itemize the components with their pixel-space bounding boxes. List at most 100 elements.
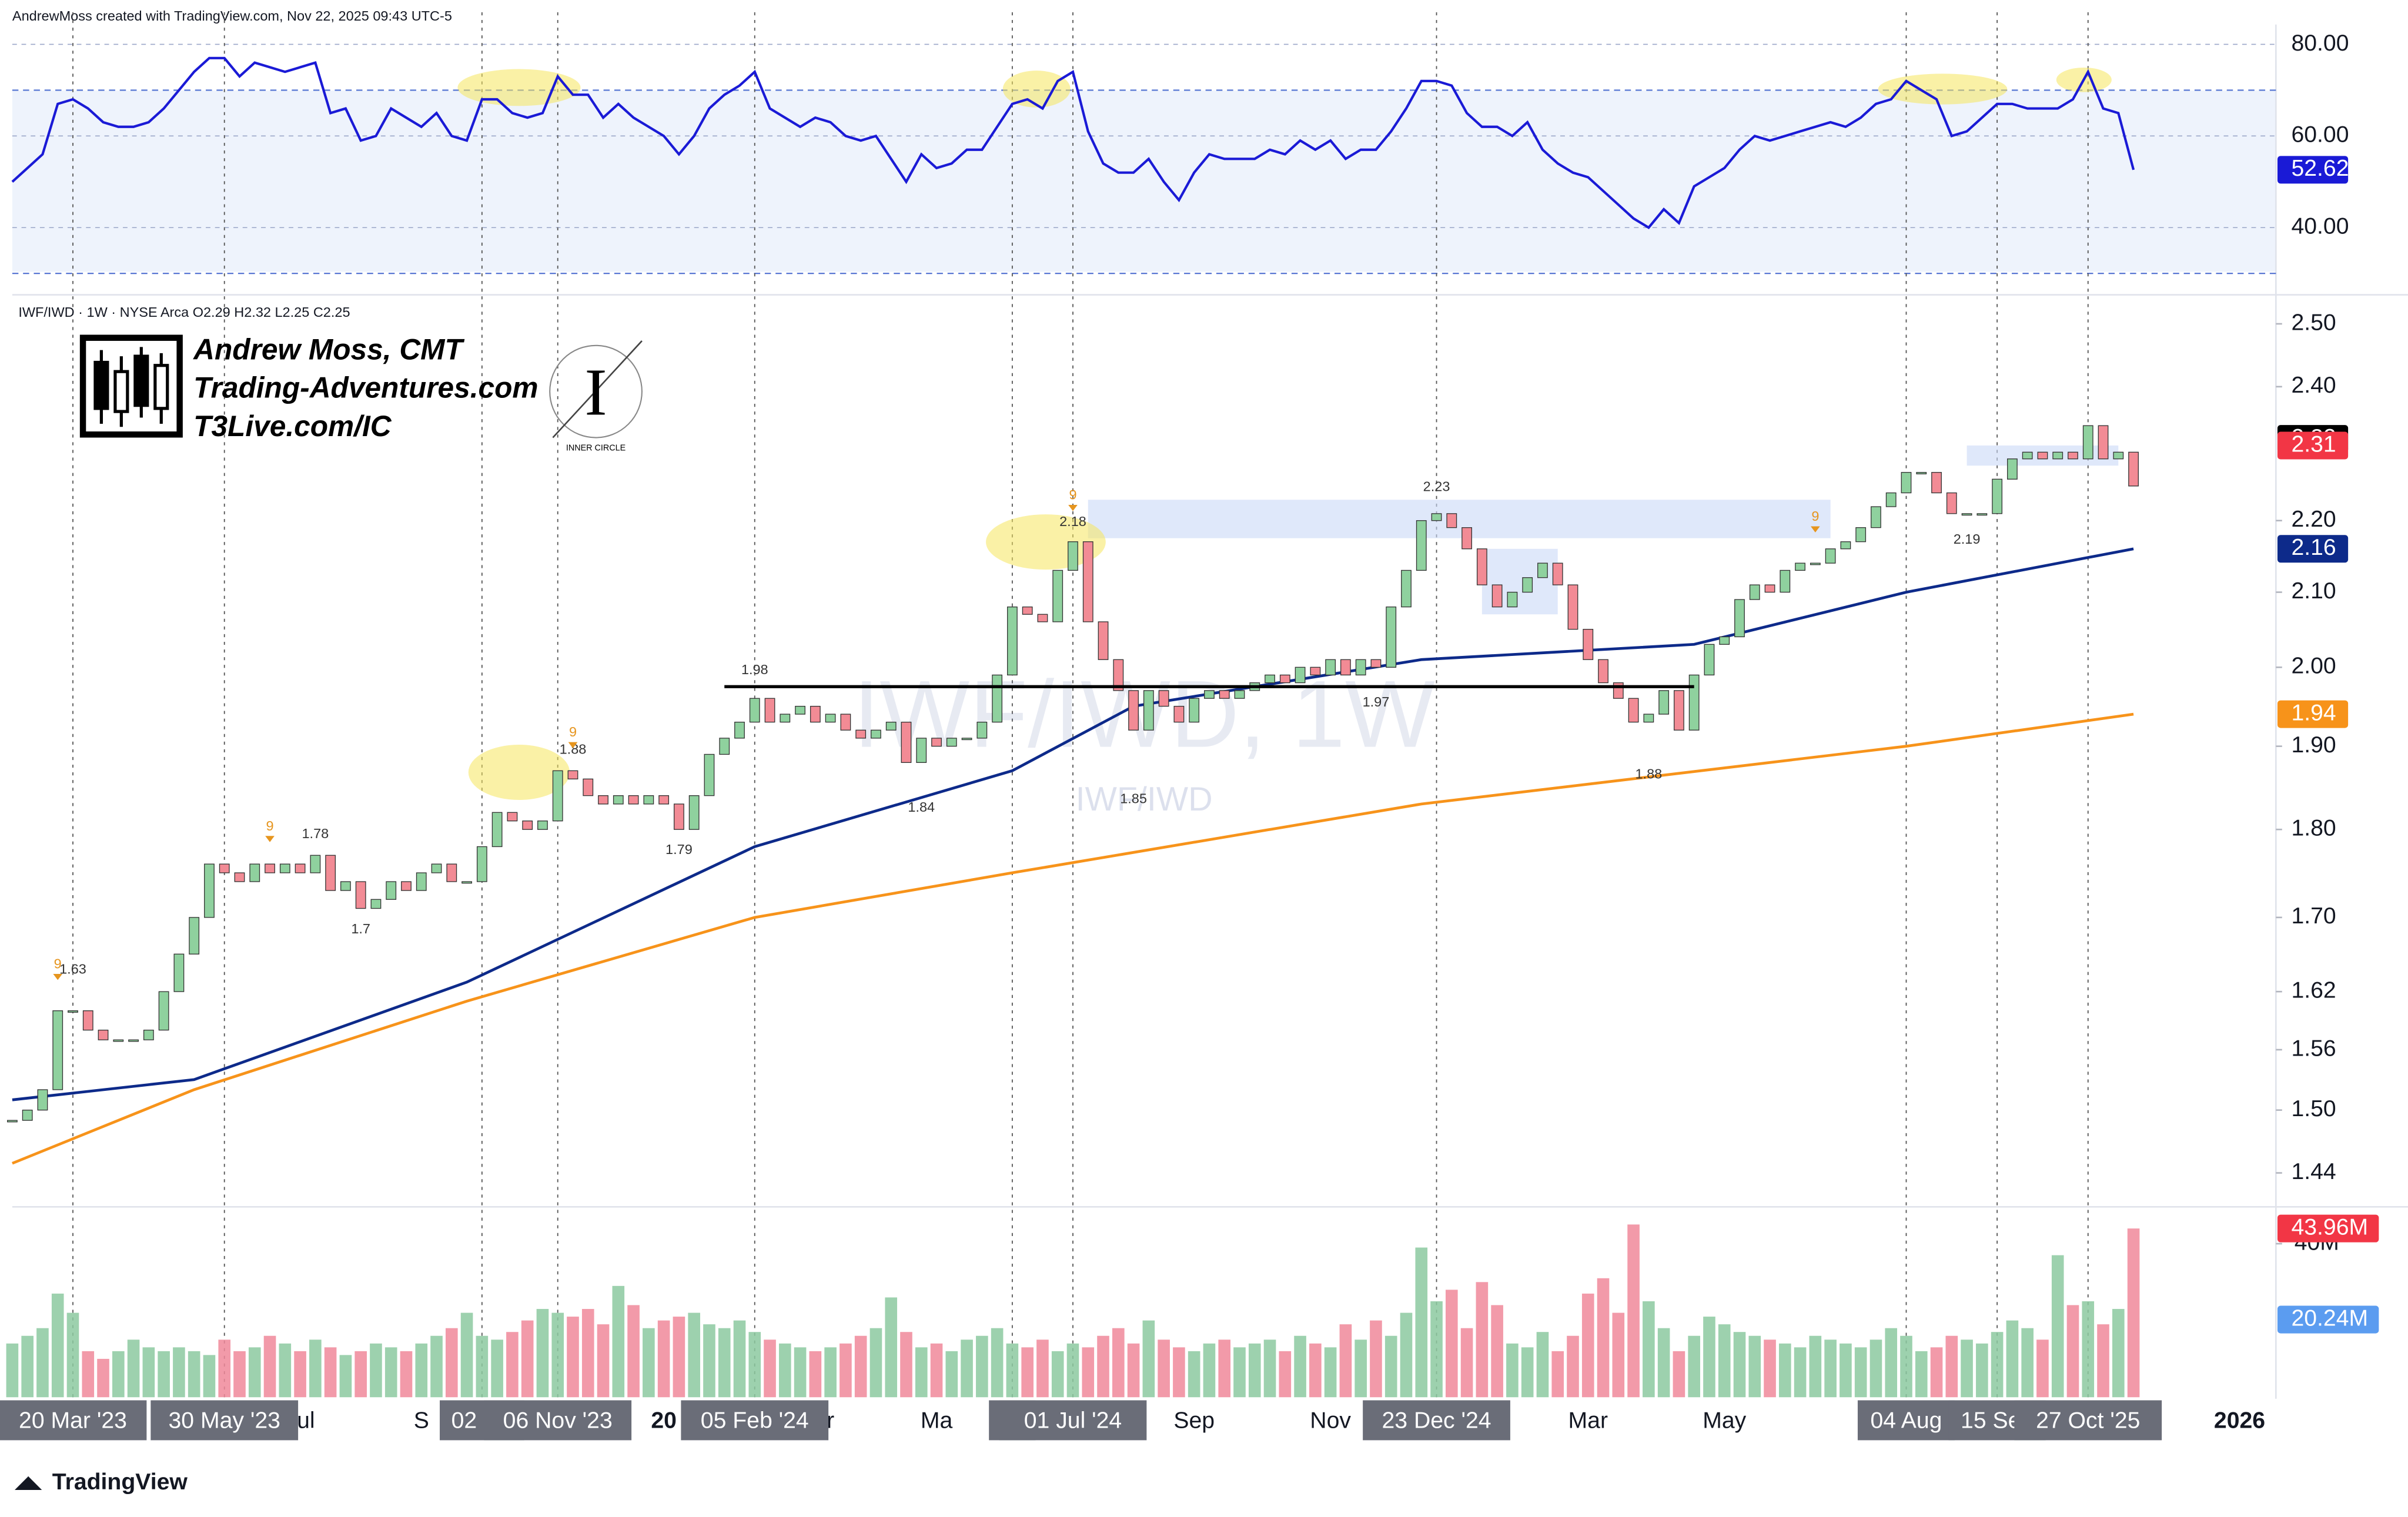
candle <box>249 863 260 882</box>
date-box <box>999 1400 1147 1441</box>
candle <box>1643 714 1654 723</box>
x-label: Ma <box>921 1408 953 1433</box>
volume-bar <box>415 1343 428 1398</box>
volume-bar <box>218 1339 231 1398</box>
candle <box>885 721 897 731</box>
candle <box>2022 451 2033 460</box>
volume-bar <box>1309 1343 1322 1398</box>
y-tick-label: 1.62 <box>2291 977 2336 1003</box>
volume-bar <box>1900 1335 1912 1398</box>
candle <box>871 729 881 739</box>
axis-tag-label: 52.62 <box>2291 156 2349 181</box>
price-annotation: 1.78 <box>302 826 329 841</box>
volume-bar <box>1945 1335 1958 1398</box>
watermark-small: IWF/IWD <box>1076 781 1213 818</box>
candle <box>598 795 608 805</box>
moving-average <box>12 712 2134 1165</box>
highlight <box>468 744 570 801</box>
candle <box>1234 690 1245 699</box>
volume-bar <box>188 1351 200 1398</box>
volume-bar <box>915 1347 928 1398</box>
date-box <box>2014 1400 2162 1441</box>
volume-bar <box>142 1347 155 1398</box>
candle <box>1749 584 1760 600</box>
volume-bar <box>930 1343 943 1398</box>
candle <box>1658 690 1670 715</box>
candle <box>401 881 412 891</box>
candle <box>2037 451 2048 460</box>
candle <box>2082 425 2093 460</box>
x-label: 20 <box>651 1408 677 1433</box>
candle <box>340 881 351 891</box>
candle <box>1219 690 1230 699</box>
candle <box>1688 674 1700 731</box>
candle <box>446 863 457 882</box>
volume-bar <box>567 1317 579 1398</box>
volume-bar <box>294 1351 306 1398</box>
candle <box>946 738 957 747</box>
td-count: 9 <box>1811 508 1819 524</box>
volume-bar <box>1218 1339 1231 1398</box>
date-box-label: 04 Aug <box>1870 1408 1942 1433</box>
candle <box>1810 562 1821 565</box>
candle <box>1522 577 1533 593</box>
rsi-line <box>11 56 2135 229</box>
x-label: Mar <box>1568 1408 1608 1433</box>
volume-bar <box>976 1335 988 1398</box>
candle <box>1355 659 1366 676</box>
candle <box>476 846 487 882</box>
candle <box>704 754 715 796</box>
volume-bar <box>158 1351 170 1398</box>
date-box-label: 01 Jul '24 <box>1024 1408 1122 1433</box>
volume-bar <box>1370 1320 1382 1398</box>
axis-tag <box>2277 156 2349 184</box>
volume-bar <box>36 1328 49 1398</box>
volume-bar <box>324 1347 337 1398</box>
axis-tag <box>2277 535 2349 563</box>
candle <box>1189 698 1200 723</box>
candle <box>1491 584 1503 608</box>
volume-bar <box>491 1339 503 1398</box>
candle <box>1537 562 1548 578</box>
td-arrow <box>53 973 63 980</box>
volume-bar <box>21 1335 34 1398</box>
x-label: Sep <box>1173 1408 1215 1433</box>
volume-bar <box>1476 1282 1489 1398</box>
candle <box>734 721 745 739</box>
candle <box>279 863 290 873</box>
axis-tag <box>2277 700 2349 728</box>
rsi-tick-label: 40.00 <box>2291 214 2349 239</box>
volume-bar <box>991 1328 1004 1398</box>
volume-bar <box>824 1347 837 1398</box>
y-tick-label: 1.90 <box>2291 732 2336 758</box>
volume-bar <box>1536 1332 1549 1398</box>
volume-bar <box>309 1339 322 1398</box>
logo: Andrew Moss, CMT Trading-Adventures.com … <box>79 333 643 453</box>
volume-bar <box>521 1320 534 1398</box>
volume-bar <box>1400 1312 1413 1398</box>
volume-bar <box>1581 1293 1594 1398</box>
candle <box>1976 513 1988 516</box>
volume-bar <box>460 1312 473 1398</box>
candle <box>537 821 548 830</box>
volume-bar <box>248 1347 261 1398</box>
price-annotation: 2.19 <box>1954 531 1981 547</box>
y-tick-label: 1.50 <box>2291 1096 2336 1121</box>
highlight <box>457 69 581 106</box>
x-label: S <box>414 1408 429 1433</box>
candle <box>764 698 775 723</box>
price-annotation: 1.79 <box>665 842 693 857</box>
candle <box>173 953 185 992</box>
candle <box>2007 458 2018 480</box>
candle <box>1370 659 1382 668</box>
volume-bar <box>233 1351 246 1398</box>
candle <box>1916 472 1927 474</box>
volume-bar <box>703 1324 715 1398</box>
candle <box>158 991 169 1031</box>
volume-bar <box>1158 1339 1170 1398</box>
volume-bar <box>1415 1247 1428 1398</box>
candle <box>1598 659 1608 684</box>
candle <box>1022 606 1033 615</box>
price-annotation: 2.18 <box>1059 514 1086 529</box>
candle <box>1265 674 1275 684</box>
